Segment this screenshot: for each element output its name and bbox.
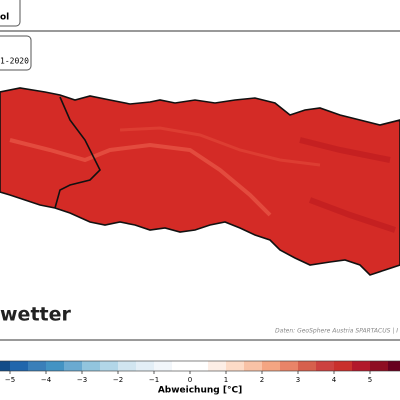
colorbar-tick-label: 2 xyxy=(260,376,264,384)
colorbar-bin xyxy=(82,361,101,371)
colorbar-bin xyxy=(190,361,209,371)
colorbar-bin xyxy=(136,361,155,371)
colorbar-tick-label: 5 xyxy=(368,376,372,384)
colorbar-bin xyxy=(154,361,173,371)
colorbar-bin xyxy=(10,361,29,371)
colorbar-bin xyxy=(172,361,191,371)
mountain-pattern xyxy=(299,137,396,233)
colorbar-bin xyxy=(46,361,65,371)
region-map xyxy=(0,87,400,276)
colorbar-bin xyxy=(28,361,47,371)
region-outline xyxy=(0,87,400,276)
colorbar-bin xyxy=(370,361,389,371)
colorbar-tick-label: −1 xyxy=(149,376,159,384)
colorbar-tick-label: −4 xyxy=(41,376,52,384)
colorbar-bin xyxy=(388,361,400,371)
colorbar-tick-label: 3 xyxy=(296,376,300,384)
colorbar-tick-label: 1 xyxy=(224,376,228,384)
colorbar: −5 −4 −3 −2 −1 0 1 2 3 4 5 xyxy=(0,360,400,384)
colorbar-bin xyxy=(0,361,11,371)
district-border xyxy=(54,96,101,209)
colorbar-bin xyxy=(208,361,227,371)
colorbar-bin xyxy=(244,361,263,371)
period-fragment: 1-2020 xyxy=(0,57,29,66)
title-fragment: ol xyxy=(0,13,9,23)
colorbar-bin xyxy=(118,361,137,371)
colorbar-bin xyxy=(298,361,317,371)
colorbar-tick-label: 0 xyxy=(188,376,192,384)
colorbar-tick-label: −5 xyxy=(5,376,15,384)
colorbar-tick-label: −3 xyxy=(77,376,87,384)
colorbar-bin xyxy=(352,361,371,371)
colorbar-bin xyxy=(262,361,281,371)
source-note: Daten: GeoSphere Austria SPARTACUS | I xyxy=(275,328,398,335)
colorbar-bin xyxy=(316,361,335,371)
colorbar-bin xyxy=(334,361,353,371)
colorbar-label: Abweichung [°C] xyxy=(158,386,242,396)
colorbar-tick-label: −2 xyxy=(113,376,123,384)
colorbar-bin xyxy=(64,361,83,371)
colorbar-tick-label: 4 xyxy=(332,376,337,384)
valley-pattern xyxy=(119,126,321,167)
brand: wetter xyxy=(0,304,71,326)
period-box xyxy=(0,35,32,71)
colorbar-bin xyxy=(226,361,245,371)
colorbar-bin xyxy=(100,361,119,371)
valley-pattern xyxy=(9,138,272,217)
title-box xyxy=(0,0,21,27)
colorbar-bin xyxy=(280,361,299,371)
